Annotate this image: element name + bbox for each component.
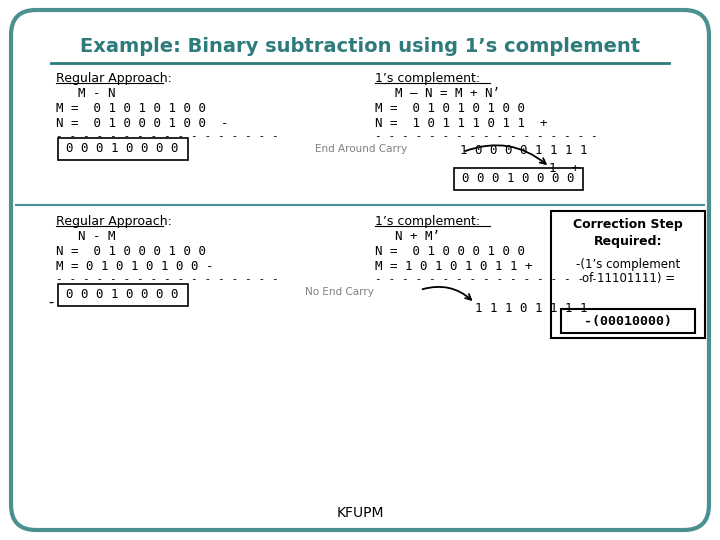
Text: Example: Binary subtraction using 1’s complement: Example: Binary subtraction using 1’s co… <box>80 37 640 57</box>
Text: -: - <box>46 295 55 310</box>
Text: End Around Carry: End Around Carry <box>315 144 408 154</box>
Text: No End Carry: No End Carry <box>305 287 374 297</box>
Text: 1’s complement:: 1’s complement: <box>375 215 480 228</box>
Text: 1’s complement:: 1’s complement: <box>375 72 480 85</box>
Text: N =  0 1 0 0 0 1 0 0  -: N = 0 1 0 0 0 1 0 0 - <box>56 117 228 130</box>
Text: - - - - - - - - - - - - - - - - -: - - - - - - - - - - - - - - - - - <box>56 274 285 284</box>
Text: 0 0 0 1 0 0 0 0: 0 0 0 1 0 0 0 0 <box>462 172 575 186</box>
Text: M - N: M - N <box>78 87 115 100</box>
Text: M = 1 0 1 0 1 0 1 1 +: M = 1 0 1 0 1 0 1 1 + <box>375 260 533 273</box>
Text: M – N = M + N’: M – N = M + N’ <box>395 87 500 100</box>
Text: KFUPM: KFUPM <box>336 506 384 520</box>
Text: 0 0 0 1 0 0 0 0: 0 0 0 1 0 0 0 0 <box>66 143 179 156</box>
Text: 1 0 0 0 0 1 1 1 1: 1 0 0 0 0 1 1 1 1 <box>459 144 588 157</box>
Text: 1 1 1 0 1 1 1 1: 1 1 1 0 1 1 1 1 <box>474 302 588 315</box>
Text: M =  0 1 0 1 0 1 0 0: M = 0 1 0 1 0 1 0 0 <box>375 102 525 115</box>
Text: - - - - - - - - - - - - - - - - -: - - - - - - - - - - - - - - - - - <box>375 131 605 141</box>
Text: Regular Approach:: Regular Approach: <box>56 72 172 85</box>
Text: 0 0 0 1 0 0 0 0: 0 0 0 1 0 0 0 0 <box>66 288 179 301</box>
Text: 1  +: 1 + <box>549 162 580 175</box>
Text: M =  0 1 0 1 0 1 0 0: M = 0 1 0 1 0 1 0 0 <box>56 102 206 115</box>
Text: N - M: N - M <box>78 230 115 243</box>
Text: of 11101111) =: of 11101111) = <box>582 272 675 285</box>
Text: Correction Step
Required:: Correction Step Required: <box>573 218 683 248</box>
Text: - - - - - - - - - - - - - - - - -: - - - - - - - - - - - - - - - - - <box>375 274 605 284</box>
Text: N + M’: N + M’ <box>395 230 440 243</box>
FancyBboxPatch shape <box>11 10 709 530</box>
Text: -(00010000): -(00010000) <box>584 314 672 327</box>
Text: -(1’s complement: -(1’s complement <box>576 258 680 271</box>
Text: M = 0 1 0 1 0 1 0 0 -: M = 0 1 0 1 0 1 0 0 - <box>56 260 213 273</box>
FancyBboxPatch shape <box>454 168 583 190</box>
Text: Regular Approach:: Regular Approach: <box>56 215 172 228</box>
FancyBboxPatch shape <box>552 211 705 338</box>
FancyBboxPatch shape <box>562 309 695 333</box>
Text: N =  0 1 0 0 0 1 0 0: N = 0 1 0 0 0 1 0 0 <box>375 245 525 258</box>
FancyBboxPatch shape <box>58 138 187 160</box>
Text: N =  1 0 1 1 1 0 1 1  +: N = 1 0 1 1 1 0 1 1 + <box>375 117 547 130</box>
FancyBboxPatch shape <box>58 284 187 306</box>
Text: N =  0 1 0 0 0 1 0 0: N = 0 1 0 0 0 1 0 0 <box>56 245 206 258</box>
Text: - - - - - - - - - - - - - - - - -: - - - - - - - - - - - - - - - - - <box>56 131 285 141</box>
